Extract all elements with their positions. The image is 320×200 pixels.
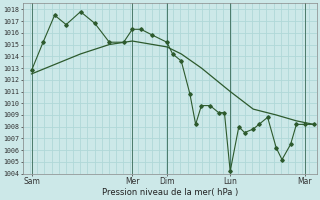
X-axis label: Pression niveau de la mer( hPa ): Pression niveau de la mer( hPa ) (102, 188, 238, 197)
